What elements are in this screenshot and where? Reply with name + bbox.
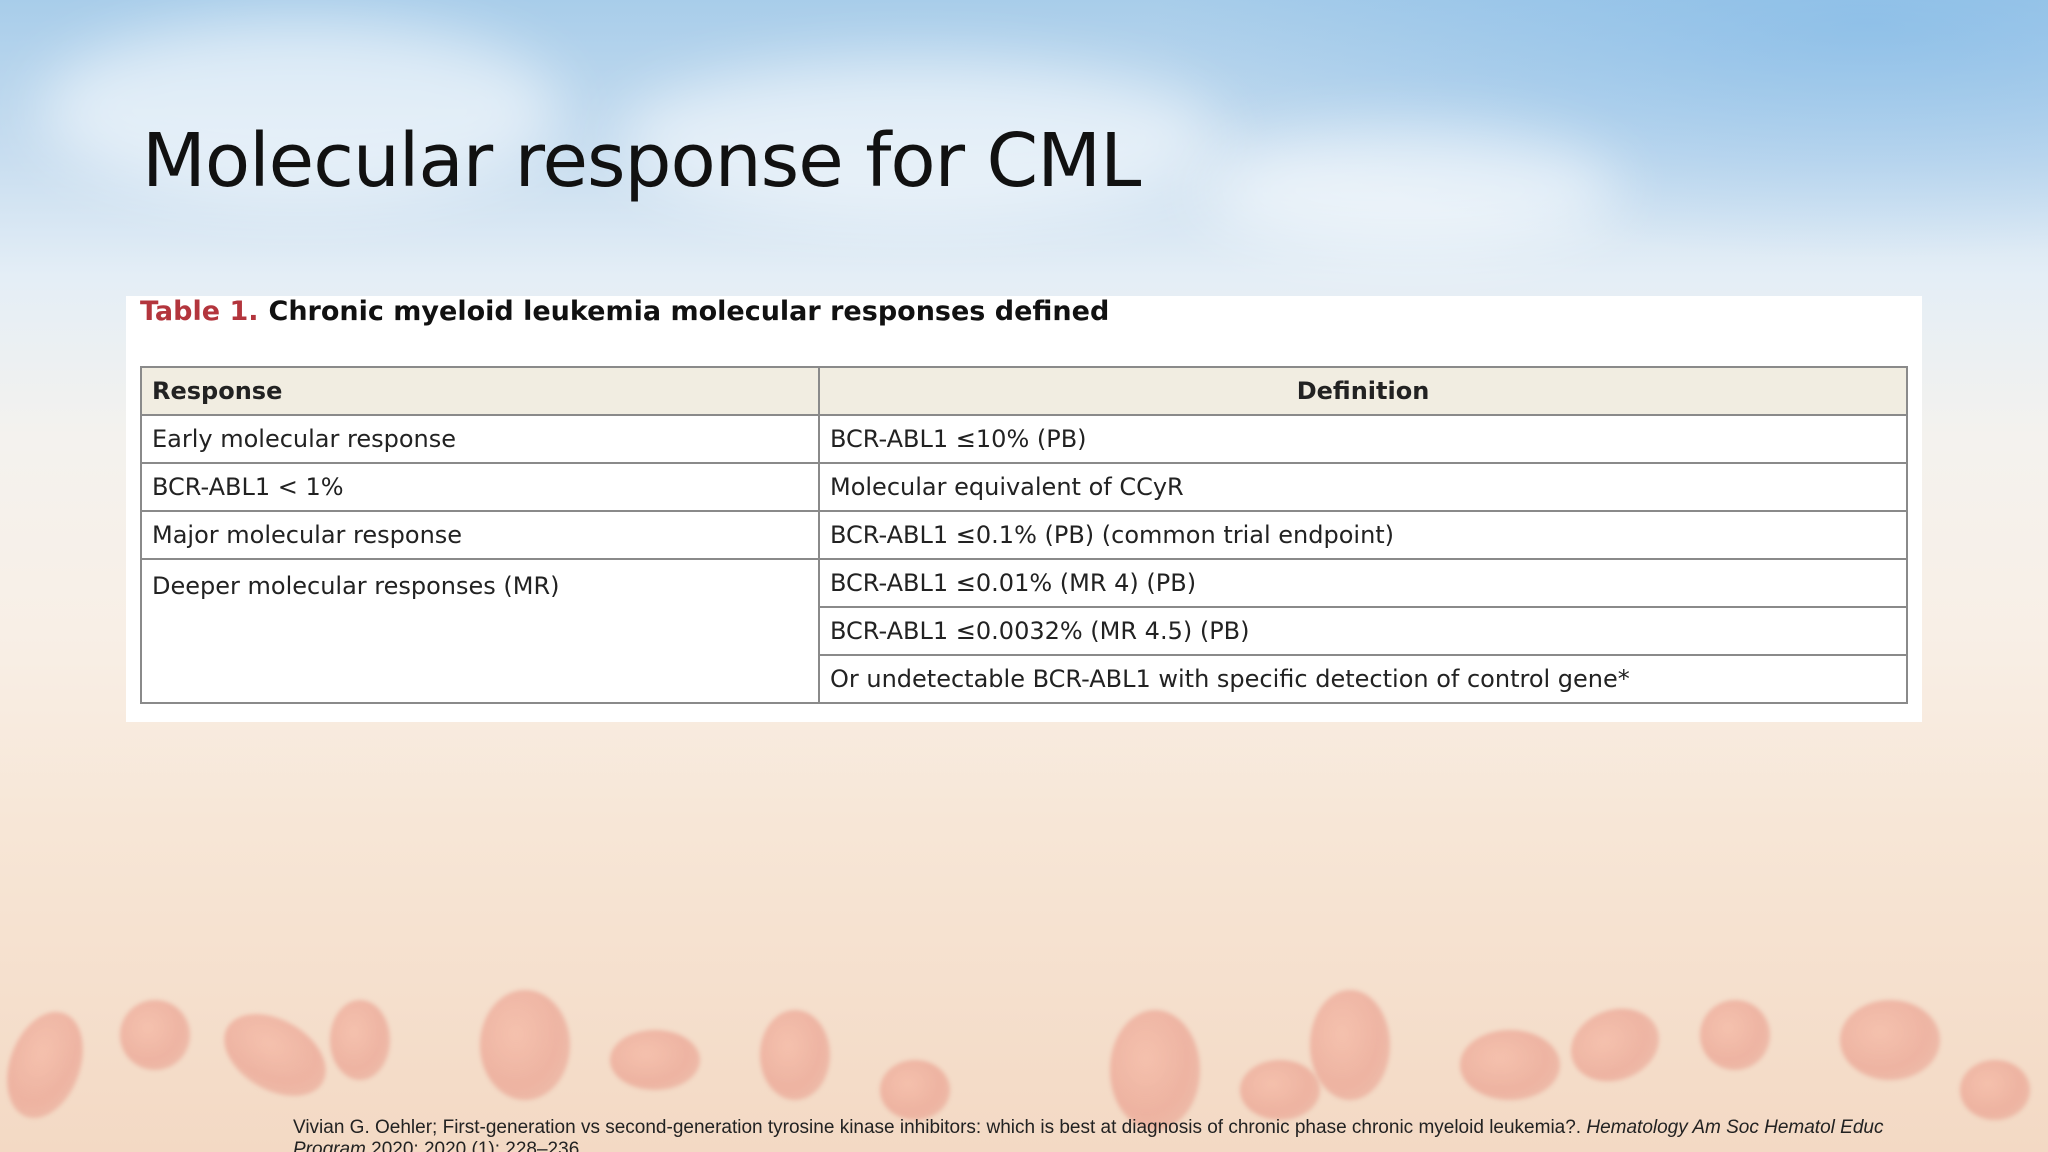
- response-cell: Deeper molecular responses (MR): [140, 558, 820, 704]
- blood-cell-decoration: [610, 1030, 700, 1090]
- table-row: Early molecular response BCR-ABL1 ≤10% (…: [140, 414, 1908, 464]
- blood-cell-decoration: [760, 1010, 830, 1100]
- blood-cell-decoration: [480, 990, 570, 1100]
- definition-cell: BCR-ABL1 ≤10% (PB): [818, 414, 1908, 464]
- table-header-row: Response Definition: [140, 366, 1908, 416]
- response-cell: BCR-ABL1 < 1%: [140, 462, 820, 512]
- blood-cell-decoration: [330, 1000, 390, 1080]
- table-caption-label: Table 1.: [140, 296, 259, 327]
- blood-cell-decoration: [1240, 1060, 1320, 1120]
- blood-cell-decoration: [1960, 1060, 2030, 1120]
- table-row: BCR-ABL1 ≤0.0032% (MR 4.5) (PB): [141, 606, 1908, 656]
- blood-cell-decoration: [120, 1000, 190, 1070]
- blood-cell-decoration: [1840, 1000, 1940, 1080]
- blood-cell-decoration: [1700, 1000, 1770, 1070]
- definition-cell: BCR-ABL1 ≤0.01% (MR 4) (PB): [818, 558, 1908, 608]
- cloud-decoration: [40, 20, 560, 200]
- molecular-response-table: Response Definition Early molecular resp…: [140, 366, 1908, 704]
- response-cell: Early molecular response: [140, 414, 820, 464]
- response-cell: Major molecular response: [140, 510, 820, 560]
- cloud-decoration: [620, 60, 1220, 220]
- column-header-definition: Definition: [818, 366, 1908, 416]
- table-panel: Table 1. Chronic myeloid leukemia molecul…: [126, 296, 1922, 722]
- table-caption-text: Chronic myeloid leukemia molecular respo…: [268, 296, 1110, 327]
- definition-cell: Molecular equivalent of CCyR: [818, 462, 1908, 512]
- definition-cell: BCR-ABL1 ≤0.1% (PB) (common trial endpoi…: [818, 510, 1908, 560]
- table-row: Major molecular response BCR-ABL1 ≤0.1% …: [140, 510, 1908, 560]
- blood-cell-decoration: [1460, 1030, 1560, 1100]
- table-caption: Table 1. Chronic myeloid leukemia molecul…: [140, 296, 1109, 327]
- table-row: Or undetectable BCR-ABL1 with specific d…: [141, 654, 1908, 704]
- blood-cell-decoration: [1560, 996, 1670, 1094]
- blood-cell-decoration: [209, 997, 341, 1113]
- citation-journal: Hematology Am Soc Hematol Educ Program: [293, 1117, 1884, 1152]
- citation-text: Vivian G. Oehler; First-generation vs se…: [293, 1117, 1587, 1138]
- blood-cell-decoration: [880, 1060, 950, 1120]
- cloud-decoration: [1200, 130, 1620, 250]
- blood-cell-decoration: [1110, 1010, 1200, 1130]
- citation: Vivian G. Oehler; First-generation vs se…: [293, 1117, 1913, 1152]
- slide-title: Molecular response for CML: [142, 118, 1141, 204]
- blood-cell-decoration: [1310, 990, 1390, 1100]
- definition-cell: Or undetectable BCR-ABL1 with specific d…: [818, 654, 1908, 704]
- column-header-response: Response: [140, 366, 820, 416]
- definition-cell: BCR-ABL1 ≤0.0032% (MR 4.5) (PB): [818, 606, 1908, 656]
- table-row: BCR-ABL1 < 1% Molecular equivalent of CC…: [140, 462, 1908, 512]
- citation-details: 2020; 2020 (1): 228–236.: [365, 1139, 585, 1152]
- blood-cell-decoration: [0, 1001, 97, 1129]
- table-row: Deeper molecular responses (MR) BCR-ABL1…: [140, 558, 1908, 704]
